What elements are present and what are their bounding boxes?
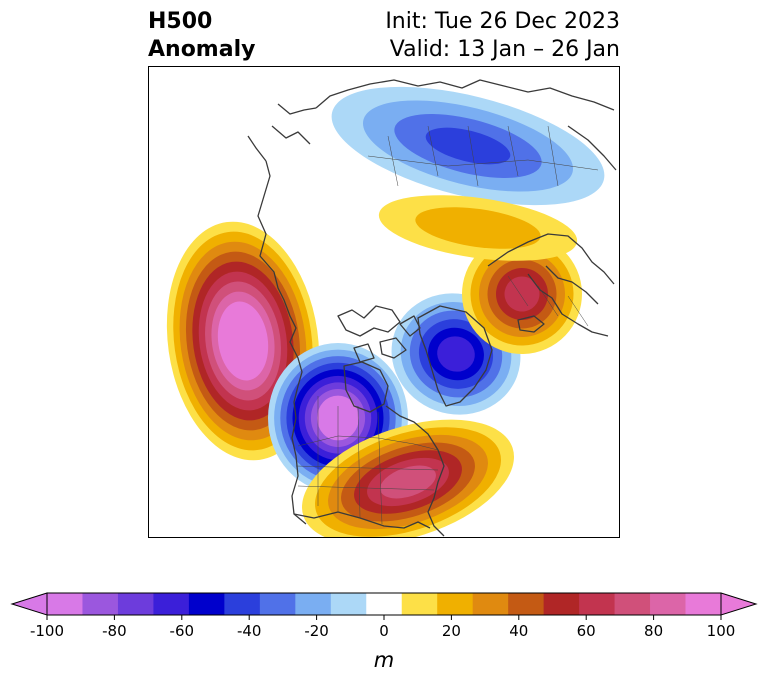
colorbar-segment	[82, 593, 119, 615]
colorbar-tick-label: -100	[30, 622, 64, 640]
colorbar-segment	[117, 593, 154, 615]
colorbar-segment	[685, 593, 722, 615]
colorbar-segment	[472, 593, 509, 615]
colorbar-segment	[153, 593, 190, 615]
asia-coast	[315, 79, 617, 171]
colorbar-segment	[224, 593, 261, 615]
na-east-coast	[385, 405, 445, 537]
colorbar-tick-label: 40	[509, 622, 528, 640]
map-frame	[148, 66, 620, 538]
colorbar: -100 -80 -60 -40 -20 0 20 40 60 80 100 m	[10, 592, 758, 672]
colorbar-segment	[330, 593, 367, 615]
colorbar-tick-label: 100	[707, 622, 736, 640]
borders	[295, 125, 599, 525]
title-field: Anomaly	[148, 37, 256, 62]
chukotka	[277, 103, 317, 115]
colorbar-segment	[614, 593, 651, 615]
contour-level	[437, 336, 475, 372]
hudson-bay	[343, 361, 389, 413]
map-title: H500 Anomaly	[148, 8, 255, 64]
greenland-coast	[417, 305, 493, 407]
colorbar-tick-label: -60	[170, 622, 195, 640]
na-west-coast	[257, 160, 307, 525]
colorbar-tick-label: 20	[442, 622, 461, 640]
contour-level	[425, 127, 511, 165]
gulf-coast	[293, 511, 431, 529]
title-variable: H500	[148, 9, 213, 34]
europe-coast	[487, 233, 615, 337]
contour-level	[504, 276, 540, 312]
anomaly-map	[148, 66, 620, 538]
colorbar-segment	[543, 593, 580, 615]
init-date: Init: Tue 26 Dec 2023	[385, 9, 620, 34]
colorbar-segment	[437, 593, 474, 615]
colorbar-extend-high	[720, 592, 758, 616]
alaska-coast	[247, 125, 311, 162]
colorbar-segment	[295, 593, 332, 615]
colorbar-segment	[508, 593, 545, 615]
colorbar-segment	[401, 593, 438, 615]
contour-level	[380, 465, 436, 499]
map-dates: Init: Tue 26 Dec 2023 Valid: 13 Jan – 26…	[385, 8, 620, 64]
iceland	[517, 315, 545, 333]
colorbar-tick-label: -80	[102, 622, 127, 640]
colorbar-tick-label: 60	[577, 622, 596, 640]
contour-level	[230, 321, 256, 361]
coastlines	[247, 79, 617, 537]
anomaly-eastern-us-ridge	[302, 419, 514, 538]
valid-range: Valid: 13 Jan – 26 Jan	[389, 37, 620, 62]
contour-level	[415, 207, 541, 249]
colorbar-segment	[188, 593, 225, 615]
arctic-islands	[337, 305, 421, 363]
colorbar-tick-label: -40	[237, 622, 262, 640]
colorbar-tick-label: 80	[644, 622, 663, 640]
colorbar-segment	[579, 593, 615, 615]
colorbar-tick-label: -20	[304, 622, 329, 640]
colorbar-segment	[47, 593, 83, 615]
colorbar-tick-label: 0	[379, 622, 389, 640]
anomaly-arctic-ridge	[378, 195, 578, 261]
anomaly-scandinavia-ridge	[462, 234, 582, 354]
colorbar-segment	[259, 593, 296, 615]
colorbar-extend-low	[10, 592, 48, 616]
colorbar-segment	[366, 593, 403, 615]
colorbar-segment	[650, 593, 686, 615]
colorbar-unit: m	[374, 648, 394, 672]
